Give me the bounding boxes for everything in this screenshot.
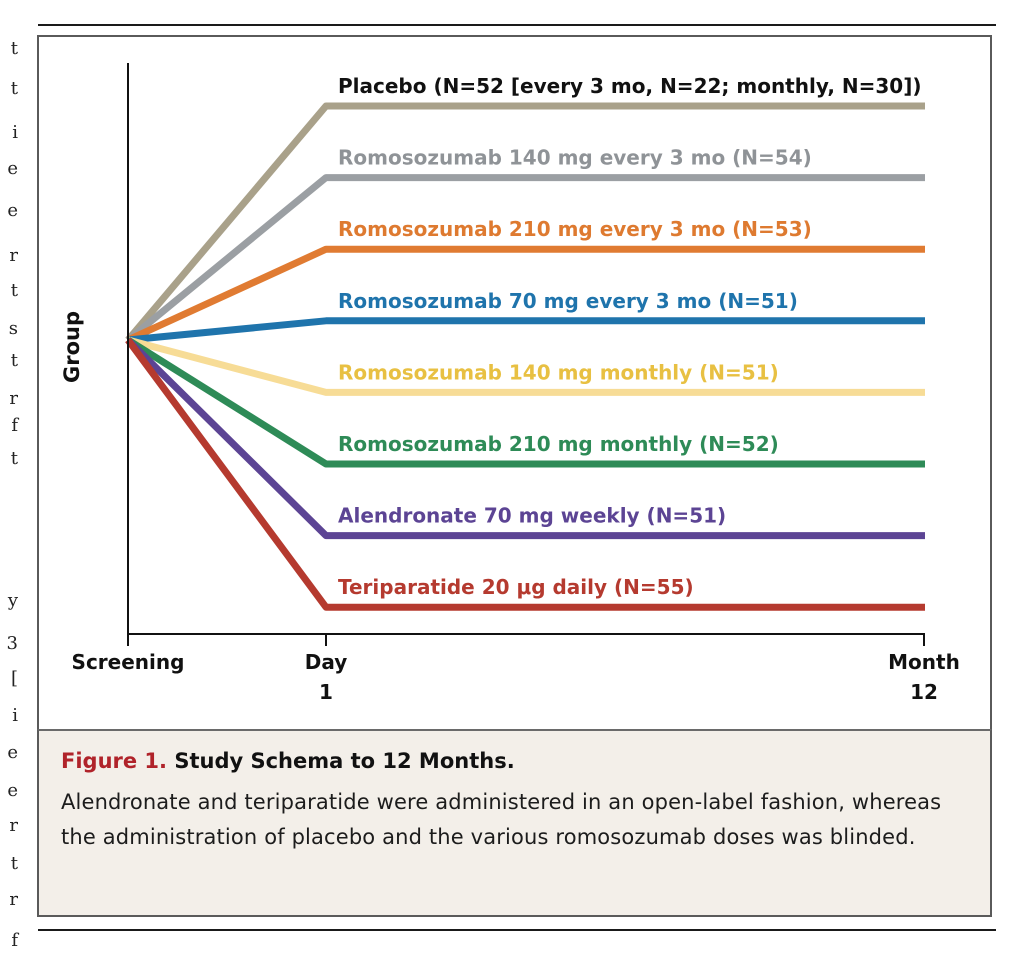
arm-label-7: Alendronate 70 mg weekly (N=51): [338, 504, 726, 528]
gutter-glyph: r: [9, 889, 18, 910]
arm-label-6: Romosozumab 210 mg monthly (N=52): [338, 432, 779, 456]
arm-label-4: Romosozumab 70 mg every 3 mo (N=51): [338, 289, 798, 313]
gutter-glyph: t: [10, 853, 18, 874]
bottom-rule: [38, 929, 996, 931]
gutter-glyph: y: [7, 590, 18, 611]
arm-label-3: Romosozumab 210 mg every 3 mo (N=53): [338, 217, 812, 241]
gutter-glyph: e: [7, 742, 18, 763]
arm-line-6: [126, 337, 925, 468]
arm-line-4: [127, 317, 925, 344]
gutter-glyph: r: [9, 388, 18, 409]
arm-label-8: Teriparatide 20 μg daily (N=55): [338, 575, 694, 599]
gutter-glyph: f: [11, 415, 18, 436]
figure-caption: Figure 1. Study Schema to 12 Months. Ale…: [37, 729, 992, 917]
arm-label-2: Romosozumab 140 mg every 3 mo (N=54): [338, 146, 812, 170]
x-tick-label-day: Day: [305, 650, 348, 674]
arm-line-7: [125, 337, 925, 540]
arm-line-8: [125, 337, 925, 611]
gutter-glyph: t: [10, 78, 18, 99]
study-schema-diagram: Placebo (N=52 [every 3 mo, N=22; monthly…: [60, 63, 960, 704]
gutter-glyph: f: [11, 930, 18, 951]
gutter-glyph: r: [9, 815, 18, 836]
x-tick-label-screening: Screening: [72, 650, 185, 674]
arm-label-1: Placebo (N=52 [every 3 mo, N=22; monthly…: [338, 74, 922, 98]
gutter-glyph: t: [10, 350, 18, 371]
x-tick-label-month-number: 12: [910, 680, 938, 704]
adjacent-text-gutter: t t i e e r t s t r f t y 3[i e e r t r f: [0, 0, 22, 953]
figure-number: Figure 1.: [61, 749, 168, 773]
arm-label-5: Romosozumab 140 mg monthly (N=51): [338, 360, 779, 384]
arm-line-1: [125, 102, 925, 343]
gutter-glyph: t: [10, 448, 18, 469]
gutter-glyph: i: [12, 122, 18, 143]
gutter-glyph: r: [9, 245, 18, 266]
caption-text: Alendronate and teriparatide were admini…: [61, 790, 942, 849]
gutter-glyph: t: [10, 38, 18, 59]
top-rule: [38, 24, 996, 26]
arm-line-2: [125, 174, 925, 343]
gutter-glyph: 3: [6, 633, 18, 654]
gutter-glyph: e: [7, 780, 18, 801]
gutter-glyph: s: [8, 318, 18, 339]
gutter-glyph: e: [7, 158, 18, 179]
gutter-glyph: [: [10, 668, 18, 689]
gutter-glyph: e: [7, 200, 18, 221]
y-axis-label: Group: [60, 311, 84, 383]
gutter-glyph: i: [12, 705, 18, 726]
figure-title: Study Schema to 12 Months.: [174, 749, 515, 773]
arm-line-5: [127, 336, 925, 396]
caption-heading: Figure 1. Study Schema to 12 Months.: [61, 749, 968, 773]
gutter-glyph: t: [10, 280, 18, 301]
x-tick-label-day-number: 1: [319, 680, 333, 704]
x-tick-label-month: Month: [888, 650, 960, 674]
arm-line-3: [126, 245, 925, 344]
